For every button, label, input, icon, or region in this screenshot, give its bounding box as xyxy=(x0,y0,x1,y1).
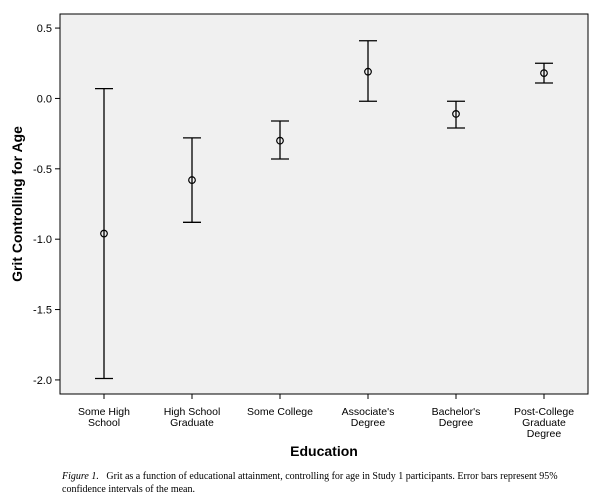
x-tick-label: Post-College Graduate Degree xyxy=(514,406,574,440)
y-tick-label: -0.5 xyxy=(33,164,52,176)
y-tick-label: -2.0 xyxy=(33,375,52,387)
chart: 0.5 0.0 -0.5 -1.0 -1.5 -2.0 Some High School Hi… xyxy=(9,13,589,459)
mean-point xyxy=(540,69,548,78)
x-tick-label: High School Graduate xyxy=(164,406,221,429)
mean-point xyxy=(452,110,460,118)
y-tick-label: 0.5 xyxy=(37,23,52,35)
caption-text: Grit as a function of educational attain… xyxy=(62,471,558,495)
figure-label: Figure 1. xyxy=(62,471,99,482)
x-tick-label: Some High School xyxy=(78,406,130,429)
x-axis-title: Education xyxy=(290,443,358,459)
mean-point xyxy=(364,67,372,76)
x-tick-label: Some College xyxy=(247,406,313,418)
y-tick-label: -1.0 xyxy=(33,234,52,246)
data-marks xyxy=(95,40,553,380)
x-axis: Some High School High School Graduate Some C… xyxy=(78,394,574,440)
mean-point xyxy=(100,229,108,238)
x-tick-label: Bachelor's Degree xyxy=(432,406,481,429)
x-tick-label: Associate's Degree xyxy=(342,406,395,429)
mean-point xyxy=(188,176,196,184)
y-tick-label: 0.0 xyxy=(37,93,52,105)
y-tick-label: -1.5 xyxy=(33,305,52,317)
figure-caption: Figure 1. Grit as a function of educatio… xyxy=(62,470,582,496)
mean-point xyxy=(276,136,284,145)
plot-area xyxy=(59,13,589,395)
y-axis: 0.5 0.0 -0.5 -1.0 -1.5 -2.0 xyxy=(33,23,60,387)
y-axis-title: Grit Controlling for Age xyxy=(9,126,25,282)
